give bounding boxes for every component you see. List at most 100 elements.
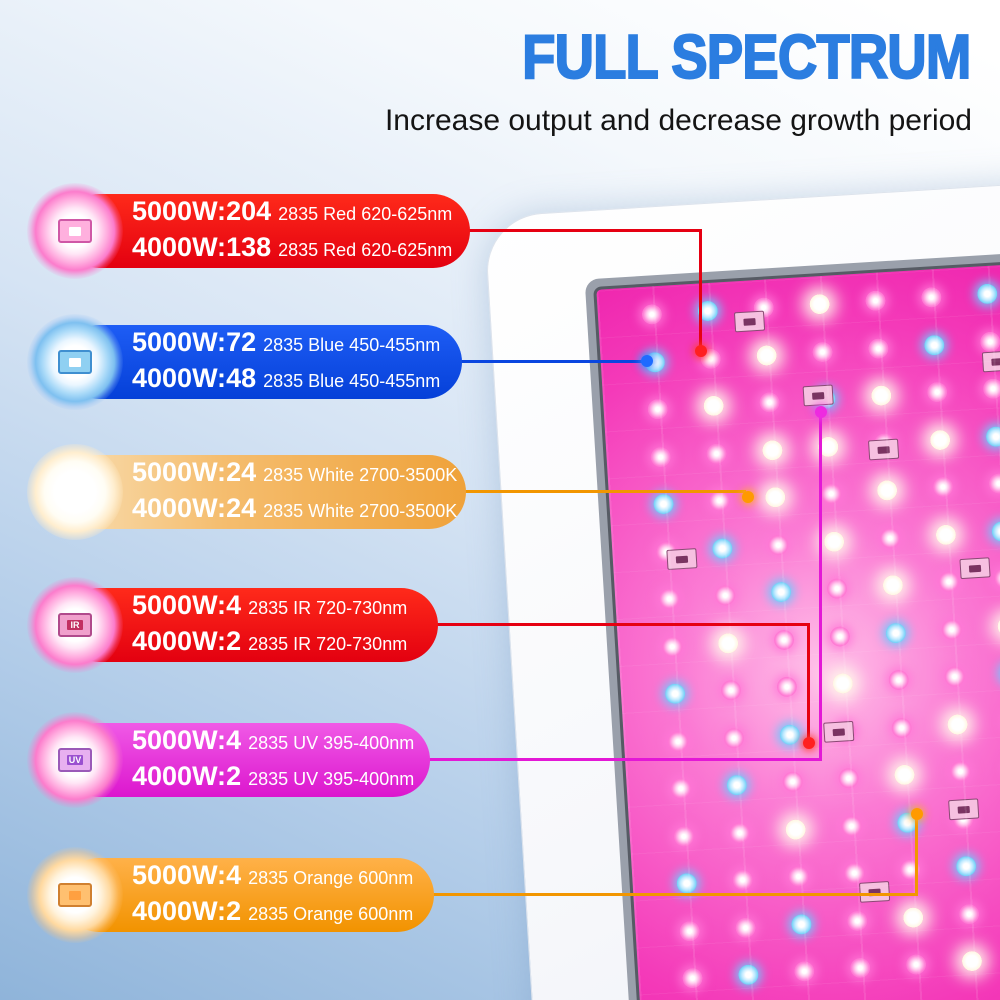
led-pink (843, 862, 865, 884)
spec-line-4000w: 4000W: 2 2835 UV 395-400nm (132, 760, 430, 796)
led-pink (982, 378, 1000, 400)
connector-red-h (462, 229, 702, 232)
spec-line-5000w: 5000W: 24 2835 White 2700-3500K (132, 456, 466, 492)
led-spec: 2835 Red 620-625nm (278, 204, 453, 224)
led-count: 2 (226, 761, 242, 791)
led-chip-icon: IR (58, 613, 92, 637)
connector-uv-h (424, 758, 822, 761)
led-pink (720, 679, 742, 701)
led-pink (879, 527, 901, 549)
led-pink (979, 330, 1000, 352)
led-white (876, 479, 898, 501)
chip-label: UV (68, 755, 82, 765)
wattage-label: 5000W: (132, 860, 227, 890)
spec-line-5000w: 5000W: 4 2835 Orange 600nm (132, 859, 434, 895)
callout-pill-red: 5000W: 204 2835 Red 620-625nm 4000W: 138 283… (62, 194, 470, 268)
led-count: 4 (226, 860, 242, 890)
led-spec: 2835 Blue 450-455nm (263, 371, 441, 391)
led-blue (976, 283, 998, 305)
led-count: 138 (226, 232, 272, 262)
led-pink (811, 340, 834, 363)
grow-light-panel (483, 168, 1000, 1000)
panel-bezel (584, 237, 1000, 1000)
led-spec: 2835 IR 720-730nm (248, 598, 408, 618)
led-spec: 2835 UV 395-400nm (248, 733, 415, 753)
wattage-label: 5000W: (132, 457, 227, 487)
led-spec: 2835 UV 395-400nm (248, 769, 415, 789)
connector-red-v (699, 229, 702, 348)
led-chip-icon (58, 350, 92, 374)
smd-component (666, 548, 698, 570)
led-die (69, 226, 81, 236)
led-pink (655, 540, 678, 563)
target-dot-ir (803, 737, 815, 749)
led-pink (729, 821, 751, 844)
led-white (809, 293, 831, 315)
led-die (69, 890, 81, 900)
led-spec: 2835 IR 720-730nm (248, 634, 408, 654)
led-white (823, 530, 845, 552)
spec-line-5000w: 5000W: 4 2835 UV 395-400nm (132, 724, 430, 760)
led-pink (891, 716, 913, 739)
wattage-label: 5000W: (132, 327, 227, 357)
callout-pill-blue: 5000W: 72 2835 Blue 450-455nm 4000W: 48 2835… (62, 325, 462, 399)
led-pink (926, 381, 948, 403)
ir-led-photo: IR (27, 577, 123, 673)
led-pink (670, 777, 692, 800)
spec-line-4000w: 4000W: 48 2835 Blue 450-455nm (132, 362, 462, 398)
spec-line-4000w: 4000W: 2 2835 Orange 600nm (132, 895, 434, 931)
led-pink (658, 588, 680, 610)
red-led-photo (27, 183, 123, 279)
led-pink (753, 296, 775, 319)
target-dot-uv (815, 406, 827, 418)
led-white (961, 950, 983, 972)
led-pink (705, 442, 728, 464)
led-pink (938, 571, 960, 593)
led-blue (770, 581, 792, 603)
led-pink (650, 446, 672, 468)
page-subtitle: Increase output and decrease growth peri… (384, 104, 972, 137)
led-pink (773, 628, 795, 651)
led-white (946, 713, 969, 735)
led-blue (923, 334, 945, 356)
wattage-label: 4000W: (132, 761, 227, 791)
led-pink (835, 720, 857, 742)
led-pink (723, 727, 745, 749)
led-pink (920, 286, 942, 308)
spec-line-4000w: 4000W: 2 2835 IR 720-730nm (132, 625, 438, 661)
led-white (870, 384, 892, 407)
led-spec: 2835 White 2700-3500K (263, 501, 458, 521)
led-pink (767, 534, 789, 556)
led-pink (734, 916, 757, 938)
led-blue (664, 683, 686, 705)
smd-component (859, 881, 891, 903)
led-pink (793, 960, 815, 982)
spec-line-5000w: 5000W: 72 2835 Blue 450-455nm (132, 326, 462, 362)
led-chip-icon: UV (58, 748, 92, 772)
led-white (761, 439, 784, 461)
led-pink (873, 432, 895, 454)
blue-led-photo (27, 314, 123, 410)
connector-orange-v (915, 816, 918, 896)
led-count: 72 (226, 327, 257, 357)
led-pink (849, 957, 871, 979)
led-die (67, 755, 83, 765)
led-pink (944, 666, 966, 688)
led-chip-icon (58, 219, 92, 243)
led-pink (679, 920, 701, 942)
callout-pill-white: 5000W: 24 2835 White 2700-3500K 4000W: 24 28… (62, 455, 466, 529)
target-dot-white (742, 491, 754, 503)
led-count: 48 (226, 363, 257, 393)
connector-uv-v (819, 412, 822, 761)
led-pink (988, 472, 1000, 495)
led-spec: 2835 Orange 600nm (248, 904, 414, 924)
led-chip-icon (58, 883, 92, 907)
uv-led-photo: UV (27, 712, 123, 808)
smd-component (959, 557, 991, 580)
led-white (902, 906, 924, 928)
wattage-label: 4000W: (132, 626, 227, 656)
wattage-label: 4000W: (132, 363, 227, 393)
led-pink (867, 337, 889, 359)
led-pink (667, 730, 689, 752)
led-pink (826, 578, 848, 600)
